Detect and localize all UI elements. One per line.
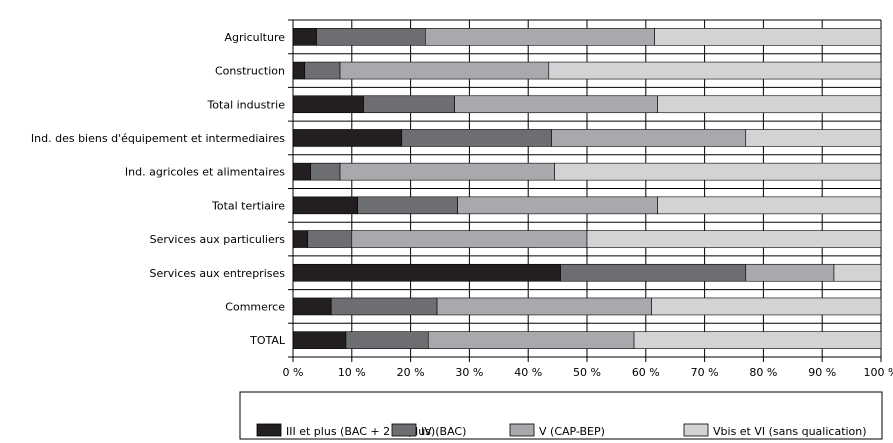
bar-segment-2 xyxy=(560,263,747,282)
x-tick-label: 100 % xyxy=(864,366,893,379)
x-tick-label: 80 % xyxy=(749,366,777,379)
bar-segment-3 xyxy=(339,61,550,80)
bar-segment-3 xyxy=(454,95,658,114)
bar-segment-2 xyxy=(363,95,455,114)
x-tick-label: 40 % xyxy=(514,366,542,379)
bar-segment-4 xyxy=(745,129,882,147)
bar-segment-2 xyxy=(345,331,429,349)
bar-segment-2 xyxy=(316,28,426,46)
bar-segment-3 xyxy=(745,263,835,282)
x-tick-label: 60 % xyxy=(632,366,660,379)
bar-segment-3 xyxy=(436,297,652,316)
bar-segment-1 xyxy=(292,331,347,349)
legend-label: V (CAP-BEP) xyxy=(539,425,605,438)
bar-segment-4 xyxy=(654,28,882,46)
bar-segment-4 xyxy=(633,331,882,349)
bars xyxy=(292,28,882,349)
category-label: Commerce xyxy=(225,300,285,313)
bar-segment-4 xyxy=(657,196,882,215)
legend-box xyxy=(239,391,883,440)
bar-segment-1 xyxy=(292,162,311,181)
x-tick-label: 90 % xyxy=(808,366,836,379)
bar-segment-2 xyxy=(401,129,553,147)
category-label: Services aux particuliers xyxy=(150,233,286,246)
legend-swatch xyxy=(391,423,417,437)
bar-segment-2 xyxy=(330,297,438,316)
bar-segment-4 xyxy=(657,95,882,114)
legend: III et plus (BAC + 2 et plus)IV (BAC) V (… xyxy=(239,391,883,440)
x-tick-label: 70 % xyxy=(691,366,719,379)
category-label: Total industrie xyxy=(206,98,285,111)
bar-segment-4 xyxy=(548,61,882,80)
bar-segment-1 xyxy=(292,95,364,114)
x-axis: 0 % 10 % 20 % 30 % 40 % 50 % 60 % 70 % 80 % 90 % 1… xyxy=(283,20,893,379)
bar-segment-4 xyxy=(651,297,882,316)
category-label: Construction xyxy=(215,65,285,78)
x-tick-label: 0 % xyxy=(283,366,304,379)
bar-segment-1 xyxy=(292,297,332,316)
x-tick-label: 30 % xyxy=(455,366,483,379)
bar-segment-2 xyxy=(307,230,353,248)
bar-segment-1 xyxy=(292,196,358,215)
category-label: Services aux entreprises xyxy=(150,267,286,280)
x-tick-label: 20 % xyxy=(397,366,425,379)
category-labels: Agriculture Construction Total industrie In… xyxy=(31,31,286,347)
bar-segment-2 xyxy=(310,162,341,181)
bar-segment-3 xyxy=(457,196,658,215)
bar-segment-1 xyxy=(292,129,403,147)
bar-segment-1 xyxy=(292,28,317,46)
legend-label: IV (BAC) xyxy=(421,425,466,438)
legend-swatch xyxy=(683,423,709,437)
bar-segment-1 xyxy=(292,230,308,248)
category-label: Ind. agricoles et alimentaires xyxy=(125,166,285,179)
legend-label: Vbis et VI (sans qualication) xyxy=(713,425,867,438)
bar-segment-4 xyxy=(833,263,882,282)
x-tick-label: 50 % xyxy=(573,366,601,379)
legend-swatch xyxy=(256,423,282,437)
x-tick-label: 10 % xyxy=(338,366,366,379)
bar-segment-4 xyxy=(554,162,882,181)
bar-segment-2 xyxy=(304,61,341,80)
bar-segment-1 xyxy=(292,61,306,80)
bar-segment-3 xyxy=(427,331,635,349)
bar-segment-3 xyxy=(551,129,747,147)
legend-swatch xyxy=(509,423,535,437)
bar-segment-4 xyxy=(586,230,882,248)
category-label: Ind. des biens d'équipement et intermedi… xyxy=(31,132,285,145)
bar-segment-3 xyxy=(339,162,555,181)
bar-segment-1 xyxy=(292,263,561,282)
category-label: TOTAL xyxy=(249,334,286,347)
bar-segment-2 xyxy=(357,196,458,215)
bar-segment-3 xyxy=(351,230,588,248)
bar-segment-3 xyxy=(424,28,655,46)
category-label: Agriculture xyxy=(225,31,286,44)
category-label: Total tertiaire xyxy=(211,199,285,212)
